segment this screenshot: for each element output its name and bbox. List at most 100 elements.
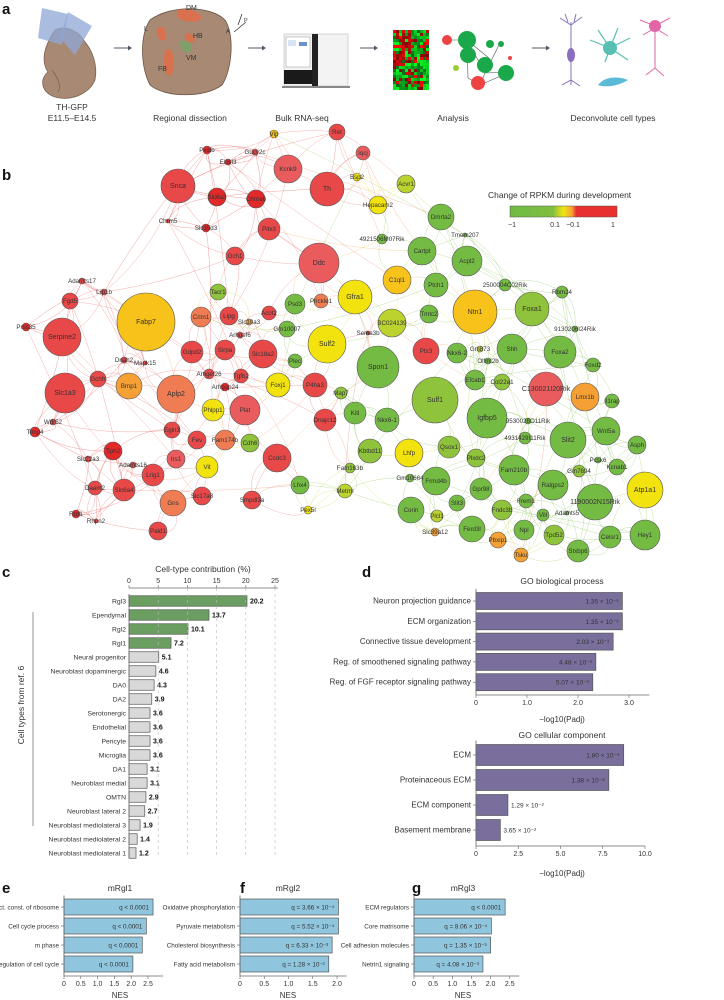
- gene-node-label: Pitx3: [262, 226, 276, 233]
- heatmap-cell: [408, 51, 411, 54]
- chart-title: GO biological process: [520, 576, 603, 586]
- heatmap-cell: [402, 51, 405, 54]
- gene-node: Tsku: [513, 547, 529, 563]
- bar: [128, 595, 248, 607]
- gene-node-label: Ptch1: [428, 282, 444, 289]
- x-tick-label: 1.5: [467, 981, 477, 988]
- category-label: DA1: [113, 767, 126, 774]
- bar: [128, 707, 151, 719]
- gene-node: Ddc: [298, 242, 340, 284]
- network-edge: [224, 360, 296, 441]
- heatmap-cell: [408, 39, 411, 42]
- heatmap-cell: [423, 54, 426, 57]
- heatmap-cell: [408, 63, 411, 66]
- x-tick-label: 0: [62, 981, 66, 988]
- gene-node-label: Ret: [332, 129, 342, 136]
- heatmap-cell: [411, 36, 414, 39]
- gene-node-label: Plat: [240, 407, 251, 414]
- network-edge: [103, 255, 236, 293]
- gene-node-label: Crim1: [193, 314, 210, 321]
- gene-node-label: Foxa1: [522, 306, 542, 313]
- gene-node: Vit: [195, 455, 219, 479]
- gene-node-label: Ddc: [313, 260, 326, 267]
- heatmap-cell: [402, 84, 405, 87]
- heatmap-cell: [417, 57, 420, 60]
- heatmap-cell: [408, 60, 411, 63]
- gene-node: Fndc3b: [492, 499, 513, 521]
- heatmap-cell: [393, 63, 396, 66]
- gene-node-label: Pvalb: [199, 147, 215, 154]
- heatmap-cell: [423, 33, 426, 36]
- gene-node-label: Lhx4: [293, 482, 307, 489]
- gene-node: Gdpd2: [180, 340, 204, 364]
- gene-node-label: Slit2: [561, 437, 575, 444]
- gene-node: Pbxip1: [489, 531, 508, 549]
- gene-node: Gchfr: [89, 370, 107, 388]
- gene-node: Wdr52: [44, 418, 63, 426]
- gene-node-label: Arhgef6: [229, 332, 251, 339]
- gene-node: Nkx6-1: [374, 407, 400, 433]
- gene-node: Ferd3l: [458, 515, 486, 543]
- heatmap-cell: [414, 66, 417, 69]
- category-label: Cholesterol biosynthesis: [167, 943, 235, 950]
- gene-node-circle: [163, 421, 181, 439]
- heatmap-cell: [405, 78, 408, 81]
- x-tick-label: 1.5: [308, 981, 318, 988]
- value-label: q < 0.0001: [108, 943, 138, 950]
- heatmap-cell: [396, 30, 399, 33]
- value-label: 1.38 × 10⁻⁸: [571, 778, 605, 785]
- gene-node: 9530026O11Rik: [506, 417, 551, 425]
- gene-node-circle: [489, 531, 507, 549]
- category-label: Ependymal: [92, 613, 126, 620]
- heatmap-cell: [402, 87, 405, 90]
- gene-node-circle: [159, 489, 187, 517]
- network-edge: [69, 300, 125, 491]
- heatmap-cell: [417, 48, 420, 51]
- gene-node-circle: [591, 416, 621, 446]
- heatmap-cell: [423, 87, 426, 90]
- heatmap-cell: [396, 39, 399, 42]
- gene-node-circle: [629, 519, 661, 551]
- category-label: Regulation of cell cycle: [0, 962, 59, 969]
- heatmap-cell: [423, 60, 426, 63]
- gene-node-label: Slc39a12: [422, 529, 448, 536]
- gene-node-label: Kcnk9: [279, 166, 297, 173]
- step-caption-analysis: Analysis: [437, 113, 469, 123]
- gene-node: Phlpp1: [201, 398, 225, 422]
- heatmap-cell: [417, 51, 420, 54]
- panel-label-f: f: [240, 880, 246, 897]
- gene-node: Foxa2: [543, 335, 577, 369]
- heatmap-cell: [420, 48, 423, 51]
- gene-node: Slc18a2: [248, 339, 278, 369]
- panel-label-a: a: [2, 1, 11, 18]
- category-label: Reg. of FGF receptor signaling pathway: [330, 678, 471, 687]
- gene-node-circle: [514, 291, 550, 327]
- gene-node: Tacr1: [209, 283, 227, 301]
- gene-node-circle: [313, 293, 329, 309]
- gene-node-circle: [412, 337, 440, 365]
- heatmap-cell: [396, 69, 399, 72]
- gene-node-label: Acvr1: [398, 181, 414, 188]
- gene-node-circle: [513, 519, 535, 541]
- x-tick-label: 2.0: [332, 981, 342, 988]
- value-label: 13.7: [212, 613, 226, 620]
- gene-node-circle: [357, 438, 383, 464]
- gene-node-label: BC024139: [377, 320, 407, 327]
- gene-node-circle: [203, 368, 215, 380]
- heatmap-cell: [399, 78, 402, 81]
- network-edge: [25, 280, 83, 328]
- heatmap-cell: [423, 51, 426, 54]
- heatmap-cell: [408, 69, 411, 72]
- gene-node: Qsox1: [437, 435, 461, 459]
- arrow-icon: [360, 45, 378, 51]
- heatmap-cell: [408, 66, 411, 69]
- x-tick-label: 5.0: [556, 851, 566, 858]
- heatmap-cell: [393, 42, 396, 45]
- heatmap-cell: [423, 63, 426, 66]
- gene-node: Slc6a3: [208, 187, 227, 207]
- gene-node-label: Vill: [539, 512, 547, 519]
- gene-node: Plat: [229, 394, 261, 426]
- heatmap-cell: [417, 72, 420, 75]
- x-axis-label: NES: [280, 991, 296, 1000]
- heatmap-cell: [420, 30, 423, 33]
